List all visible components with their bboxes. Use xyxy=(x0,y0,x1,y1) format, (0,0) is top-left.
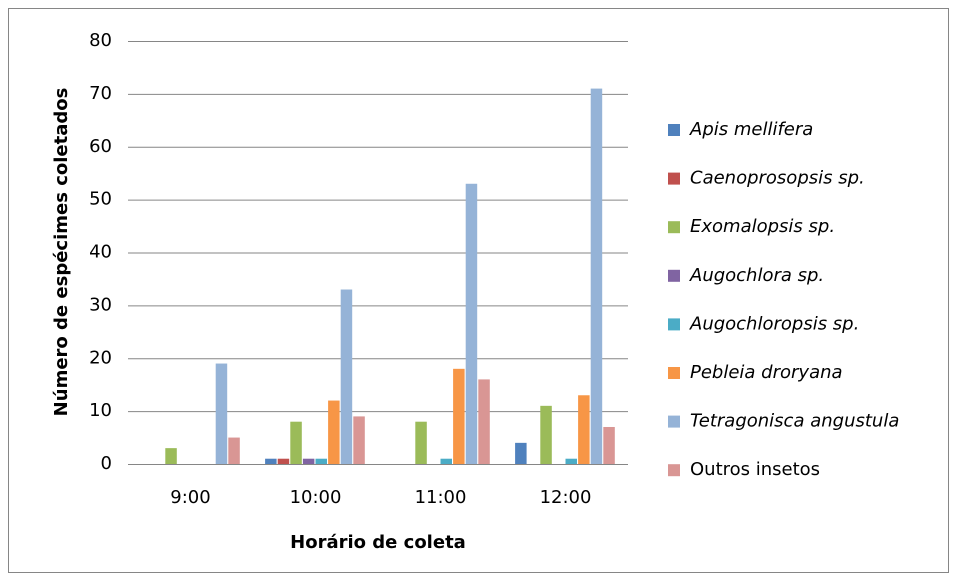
y-tick-label: 80 xyxy=(89,30,112,51)
bar xyxy=(302,458,315,464)
bar xyxy=(277,458,290,464)
y-tick-label: 30 xyxy=(89,294,112,315)
y-tick-label: 0 xyxy=(101,453,112,474)
y-tick-label: 40 xyxy=(89,242,112,263)
legend-swatch xyxy=(668,367,680,379)
legend-swatch xyxy=(668,318,680,331)
bar xyxy=(290,421,302,464)
y-axis-title: Número de espécimes coletados xyxy=(51,88,72,417)
x-tick-label: 9:00 xyxy=(170,487,210,508)
x-tick-label: 10:00 xyxy=(290,487,342,508)
bar xyxy=(515,442,527,464)
legend-label: Augochlora sp. xyxy=(689,265,824,286)
bar xyxy=(353,416,365,464)
legend-label: Pebleia droryana xyxy=(690,362,843,383)
bar xyxy=(590,88,603,465)
legend-label: Augochloropsis sp. xyxy=(689,313,859,334)
bar xyxy=(465,183,478,464)
legend-swatch xyxy=(668,415,680,428)
bar xyxy=(578,395,590,464)
x-tick-label: 12:00 xyxy=(540,487,592,508)
bar xyxy=(565,458,577,464)
bar xyxy=(603,426,615,464)
bar xyxy=(228,437,240,464)
y-tick-label: 70 xyxy=(89,83,112,104)
bar xyxy=(540,405,552,464)
legend-label: Exomalopsis sp. xyxy=(690,216,835,237)
legend-swatch xyxy=(668,172,680,185)
bar xyxy=(265,458,277,464)
legend-label: Outros insetos xyxy=(690,459,820,480)
bar xyxy=(453,368,465,464)
bar xyxy=(315,458,327,464)
x-axis-title: Horário de coleta xyxy=(290,532,466,553)
y-tick-label: 50 xyxy=(89,189,112,210)
bar xyxy=(440,458,452,464)
y-tick-label: 10 xyxy=(89,400,112,421)
bar xyxy=(215,363,228,464)
legend-swatch xyxy=(668,221,680,234)
legend-label: Apis mellifera xyxy=(689,119,813,140)
legend-label: Tetragonisca angustula xyxy=(690,411,899,432)
y-tick-label: 60 xyxy=(89,136,112,157)
y-tick-label: 20 xyxy=(89,347,112,368)
bar xyxy=(415,421,427,464)
legend-swatch xyxy=(668,124,680,136)
chart-frame xyxy=(8,8,949,573)
legend-swatch xyxy=(668,269,680,282)
bar xyxy=(328,400,340,464)
bar xyxy=(165,448,177,464)
bar xyxy=(478,379,490,464)
legend-swatch xyxy=(668,464,680,477)
bar xyxy=(340,289,353,464)
x-tick-label: 11:00 xyxy=(415,487,467,508)
legend-label: Caenoprosopsis sp. xyxy=(690,168,865,189)
